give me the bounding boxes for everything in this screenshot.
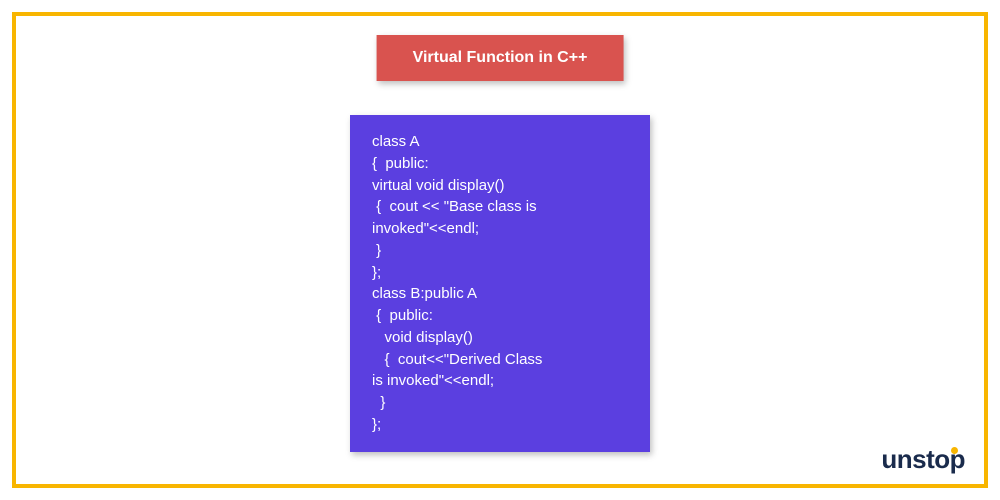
brand-logo: unstop	[881, 444, 965, 475]
code-content: class A { public: virtual void display()…	[372, 133, 542, 433]
title-heading: Virtual Function in C++	[377, 35, 624, 81]
title-text: Virtual Function in C++	[413, 49, 588, 66]
code-block: class A { public: virtual void display()…	[350, 115, 650, 452]
logo-dot-icon	[951, 447, 958, 454]
